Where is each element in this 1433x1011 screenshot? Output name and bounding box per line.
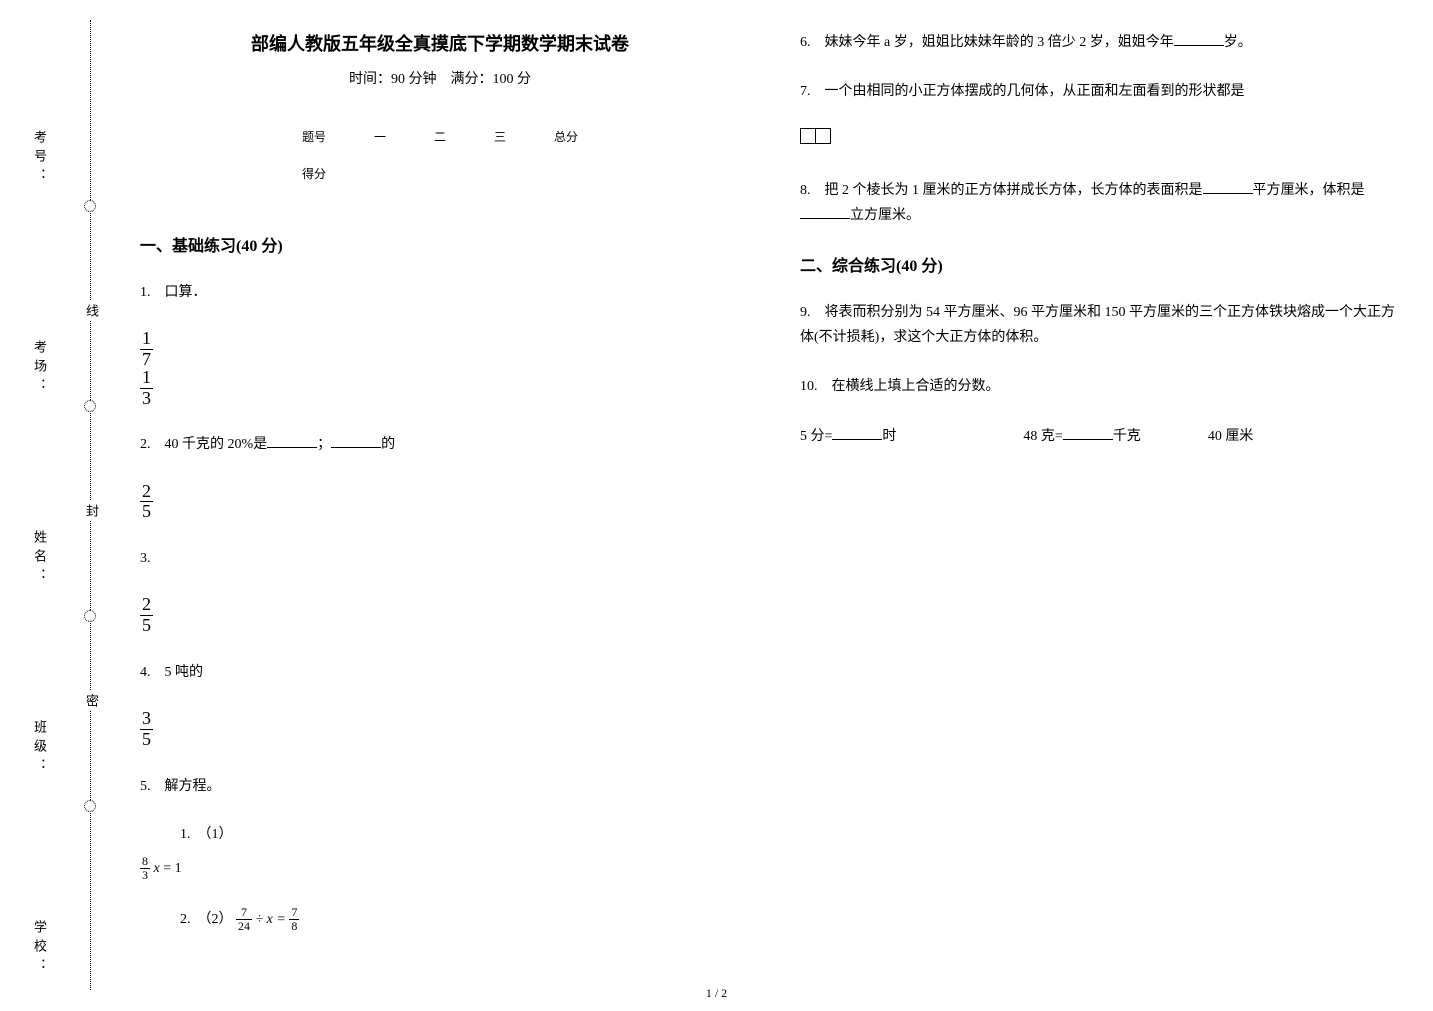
frac-2-5-b: 2 5 <box>140 595 153 636</box>
question-5: 5. 解方程。 <box>140 774 740 799</box>
eq-rhs: = 1 <box>163 861 181 876</box>
blank <box>1203 180 1253 194</box>
frac-2-5: 2 5 <box>140 482 153 523</box>
binding-circle <box>84 610 96 622</box>
frac-1-3: 1 3 <box>140 368 153 409</box>
blank <box>832 426 882 440</box>
char-xian: 线 <box>82 300 101 321</box>
blank <box>267 434 317 448</box>
score-cell <box>410 155 470 192</box>
q5-1-label: 1. （1） <box>180 827 233 842</box>
q2-text-a: 2. 40 千克的 20%是 <box>140 437 267 452</box>
content-area: 部编人教版五年级全真摸底下学期数学期末试卷 时间：90 分钟 满分：100 分 … <box>140 30 1400 970</box>
exam-title: 部编人教版五年级全真摸底下学期数学期末试卷 <box>140 30 740 56</box>
question-10: 10. 在横线上填上合适的分数。 <box>800 374 1400 399</box>
row-score-label: 得分 <box>278 155 350 192</box>
q3-text: 3. <box>140 551 151 566</box>
var-x: x <box>150 861 163 876</box>
q2-text-c: 的 <box>381 437 395 452</box>
q5-sub2: 2. （2） 7 24 ÷ x = 7 8 <box>180 906 740 933</box>
question-2: 2. 40 千克的 20%是 ； 的 <box>140 432 740 457</box>
th-total: 总分 <box>530 118 602 155</box>
th-2: 二 <box>410 118 470 155</box>
q1-text: 1. 口算． <box>140 285 207 300</box>
section-1-header: 一、基础练习(40 分) <box>140 232 740 256</box>
question-10-items: 5 分= 时 48 克= 千克 40 厘米 <box>800 424 1400 449</box>
score-cell <box>350 155 410 192</box>
q6-text-b: 岁。 <box>1224 35 1252 50</box>
q4-text: 4. 5 吨的 <box>140 665 203 680</box>
section-2-header: 二、综合练习(40 分) <box>800 252 1400 276</box>
binding-circle <box>84 400 96 412</box>
th-label: 题号 <box>278 118 350 155</box>
question-6: 6. 妹妹今年 a 岁，姐姐比妹妹年龄的 3 倍少 2 岁，姐姐今年 岁。 <box>800 30 1400 55</box>
q8-text-a: 8. 把 2 个棱长为 1 厘米的正方体拼成长方体，长方体的表面积是 <box>800 183 1203 198</box>
binding-circle <box>84 800 96 812</box>
eq-mid: ÷ x = <box>256 912 290 927</box>
q6-text-a: 6. 妹妹今年 a 岁，姐姐比妹妹年龄的 3 倍少 2 岁，姐姐今年 <box>800 35 1174 50</box>
q8-text-c: 立方厘米。 <box>850 208 920 223</box>
label-exam-no: 考号： <box>30 130 49 187</box>
q10-d: 千克 <box>1113 429 1141 444</box>
question-9: 9. 将表而积分别为 54 平方厘米、96 平方厘米和 150 平方厘米的三个正… <box>800 300 1400 350</box>
blank <box>1063 426 1113 440</box>
question-4-frac: 3 5 <box>140 709 740 750</box>
binding-circle <box>84 200 96 212</box>
label-school: 学校： <box>30 920 49 977</box>
q5-sub1: 1. （1） <box>180 823 740 843</box>
q7-text: 7. 一个由相同的小正方体摆成的几何体，从正面和左面看到的形状都是 <box>800 84 1245 99</box>
box-icon <box>815 128 831 144</box>
question-7-boxes <box>800 128 1400 153</box>
q10-e: 40 厘米 <box>1208 429 1254 444</box>
score-cell <box>530 155 602 192</box>
q10-text: 10. 在横线上填上合适的分数。 <box>800 379 1000 394</box>
score-cell <box>470 155 530 192</box>
question-4: 4. 5 吨的 <box>140 660 740 685</box>
q2-text-b: ； <box>317 437 331 452</box>
label-class: 班级： <box>30 720 49 777</box>
question-1: 1. 口算． <box>140 280 740 305</box>
q5-1-eq: 8 3 x = 1 <box>140 855 740 882</box>
label-room: 考场： <box>30 340 49 397</box>
score-table: 题号 一 二 三 总分 得分 <box>278 118 602 192</box>
q10-a: 5 分= <box>800 429 832 444</box>
binding-margin: 考号： 考场： 姓名： 班级： 学校： 线 封 密 <box>30 20 110 990</box>
char-feng: 封 <box>82 500 101 521</box>
question-1-frac: 1 7 1 3 <box>140 329 740 408</box>
th-1: 一 <box>350 118 410 155</box>
question-8: 8. 把 2 个棱长为 1 厘米的正方体拼成长方体，长方体的表面积是 平方厘米，体… <box>800 178 1400 228</box>
question-2-frac: 2 5 <box>140 482 740 523</box>
blank <box>331 434 381 448</box>
exam-subtitle: 时间：90 分钟 满分：100 分 <box>140 68 740 88</box>
question-3-frac: 2 5 <box>140 595 740 636</box>
q10-b: 时 <box>882 429 896 444</box>
q5-2-label: 2. （2） <box>180 912 233 927</box>
q5-text: 5. 解方程。 <box>140 779 221 794</box>
char-mi: 密 <box>82 690 101 711</box>
q8-text-b: 平方厘米，体积是 <box>1253 183 1365 198</box>
blank <box>1174 32 1224 46</box>
frac-1-7: 1 7 <box>140 329 153 370</box>
two-boxes-icon <box>800 128 830 153</box>
blank <box>800 205 850 219</box>
frac-8-3: 8 3 <box>140 855 150 882</box>
page-number: 1 / 2 <box>706 986 727 1001</box>
label-name: 姓名： <box>30 530 49 587</box>
box-icon <box>800 128 816 144</box>
question-7: 7. 一个由相同的小正方体摆成的几何体，从正面和左面看到的形状都是 <box>800 79 1400 104</box>
th-3: 三 <box>470 118 530 155</box>
q10-c: 48 克= <box>1023 429 1062 444</box>
q9-text: 9. 将表而积分别为 54 平方厘米、96 平方厘米和 150 平方厘米的三个正… <box>800 305 1395 345</box>
frac-3-5: 3 5 <box>140 709 153 750</box>
frac-7-24: 7 24 <box>236 906 252 933</box>
frac-7-8: 7 8 <box>289 906 299 933</box>
question-3: 3. <box>140 546 740 571</box>
